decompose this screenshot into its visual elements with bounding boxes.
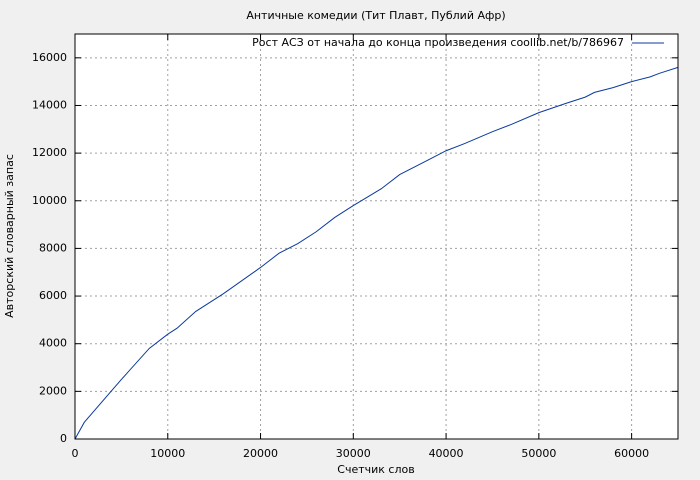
y-tick-label: 14000 [32,98,67,111]
data-layer [74,66,679,440]
y-tick-label: 2000 [39,384,67,397]
y-tick-label: 10000 [32,194,67,207]
y-tick-label: 4000 [39,337,67,350]
chart-title: Античные комедии (Тит Плавт, Публий Афр) [246,9,505,22]
y-tick-label: 6000 [39,289,67,302]
plot-frame [74,33,679,440]
x-tick-label: 40000 [429,447,464,460]
x-tick-label: 50000 [521,447,556,460]
data-line [74,66,679,440]
plot-area [75,34,678,439]
legend-label: Рост АСЗ от начала до конца произведения… [252,36,624,49]
x-axis-label: Счетчик слов [337,463,414,476]
grid-layer [74,34,678,440]
x-tick-label: 60000 [614,447,649,460]
y-tick-label: 0 [60,432,67,445]
x-tick-label: 0 [72,447,79,460]
y-tick-label: 16000 [32,51,67,64]
y-tick-label: 12000 [32,146,67,159]
y-tick-label: 8000 [39,241,67,254]
y-axis-label: Авторский словарный запас [3,154,16,318]
x-tick-label: 10000 [150,447,185,460]
x-tick-label: 30000 [336,447,371,460]
x-tick-label: 20000 [243,447,278,460]
